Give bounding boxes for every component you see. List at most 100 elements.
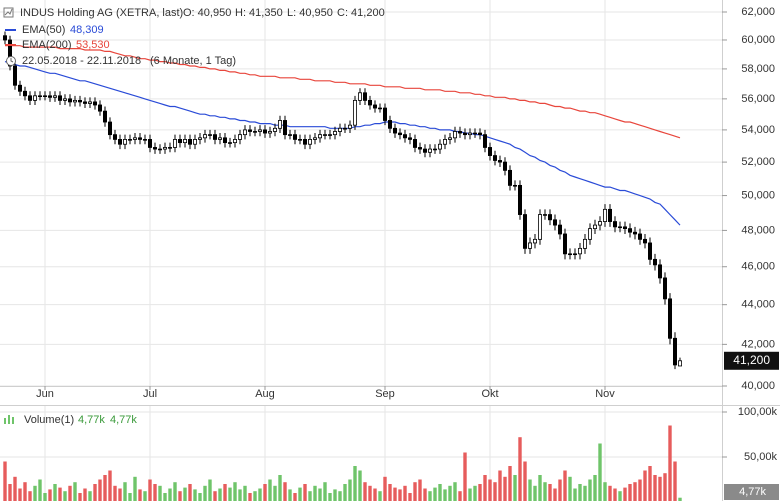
candle-body [553, 219, 558, 226]
volume-bar [123, 482, 127, 501]
volume-bar [133, 476, 137, 501]
candle-body [487, 147, 492, 156]
volume-bar [583, 485, 587, 501]
x-tick-label: Sep [375, 388, 395, 400]
volume-bar [33, 485, 37, 501]
header-low: L: 40,950 [287, 7, 333, 19]
candle-body [312, 137, 317, 140]
candle-body [477, 132, 482, 136]
volume-bar [263, 484, 267, 501]
candle-body [98, 104, 103, 112]
candle-body [27, 95, 32, 101]
volume-bar [23, 482, 27, 501]
volume-panel [3, 425, 682, 501]
candle-body [653, 258, 658, 266]
volume-bar [228, 487, 232, 501]
volume-bar [343, 484, 347, 501]
candle-body [227, 142, 232, 144]
candle-body [543, 214, 548, 216]
volume-icon [4, 418, 6, 424]
candle-body [658, 264, 663, 279]
candle-body [417, 147, 422, 150]
candle-body [442, 139, 447, 145]
candle-body [538, 214, 543, 240]
volume-bar [558, 479, 562, 501]
volume-bar [468, 488, 472, 501]
candle-body [172, 139, 177, 148]
candle-body [678, 360, 683, 367]
volume-bar [58, 487, 62, 501]
y-tick-label: 46,000 [741, 261, 775, 273]
volume-bar [173, 482, 177, 501]
candles [3, 31, 683, 370]
candle-body [78, 99, 83, 103]
legend-value: 53,530 [76, 39, 110, 51]
candle-body [392, 127, 397, 134]
volume-bar [233, 482, 237, 501]
volume-bar [253, 491, 257, 501]
volume-bar [168, 488, 172, 501]
candle-body [22, 90, 27, 97]
volume-bar [318, 488, 322, 501]
volume-bar [518, 437, 522, 501]
candle-body [467, 132, 472, 136]
volume-bar [403, 485, 407, 501]
volume-bar [43, 493, 47, 501]
volume-bar [63, 491, 67, 501]
candle-body [533, 238, 538, 244]
candle-body [668, 298, 673, 339]
candle-body [352, 99, 357, 126]
volume-bar [568, 476, 572, 501]
candle-body [267, 131, 272, 134]
candle-body [43, 95, 48, 98]
candle-body [127, 139, 132, 141]
candle-body [197, 137, 202, 140]
candle-body [377, 107, 382, 110]
candle-body [322, 134, 327, 136]
volume-icon [12, 417, 14, 424]
volume-bar [243, 485, 247, 501]
y-tick-label: 56,000 [741, 93, 775, 105]
volume-bar [428, 491, 432, 501]
candle-body [528, 242, 533, 249]
volume-bar [408, 493, 412, 501]
candle-body [247, 129, 252, 132]
candle-body [643, 238, 648, 244]
volume-bar [398, 489, 402, 501]
candle-body [88, 101, 93, 104]
volume-bar [533, 485, 537, 501]
volume-bar [603, 482, 607, 501]
volume-bar [218, 488, 222, 501]
candle-body [262, 129, 267, 134]
volume-bar [663, 473, 667, 501]
volume-bar [308, 491, 312, 501]
candle-body [608, 208, 613, 222]
volume-bar [348, 479, 352, 501]
ema-line [5, 45, 681, 139]
legend-icon [3, 7, 14, 18]
candle-body [367, 99, 372, 106]
candle-body [63, 98, 68, 101]
candle-body [123, 139, 128, 145]
candle-body [207, 134, 212, 136]
x-tick-label: Jul [143, 388, 157, 400]
volume-bar [388, 484, 392, 501]
volume-bar [508, 466, 512, 501]
candle-body [38, 95, 43, 98]
volume-bar [83, 488, 87, 501]
candle-body [142, 139, 147, 141]
candle-body [513, 184, 518, 187]
volume-bar [538, 475, 542, 501]
volume-bar [98, 479, 102, 501]
candle-body [287, 134, 292, 136]
price-badge-label: 41,200 [733, 353, 770, 367]
candle-body [633, 231, 638, 235]
candle-body [382, 107, 387, 121]
y-tick-label: 52,000 [741, 156, 775, 168]
badges: 41,200 4,77k [724, 351, 779, 500]
candle-body [578, 247, 583, 255]
volume-bar [53, 484, 57, 501]
candle-body [558, 224, 563, 235]
volume-bar [333, 489, 337, 501]
volume-legend-value: 4,77k [78, 414, 105, 426]
